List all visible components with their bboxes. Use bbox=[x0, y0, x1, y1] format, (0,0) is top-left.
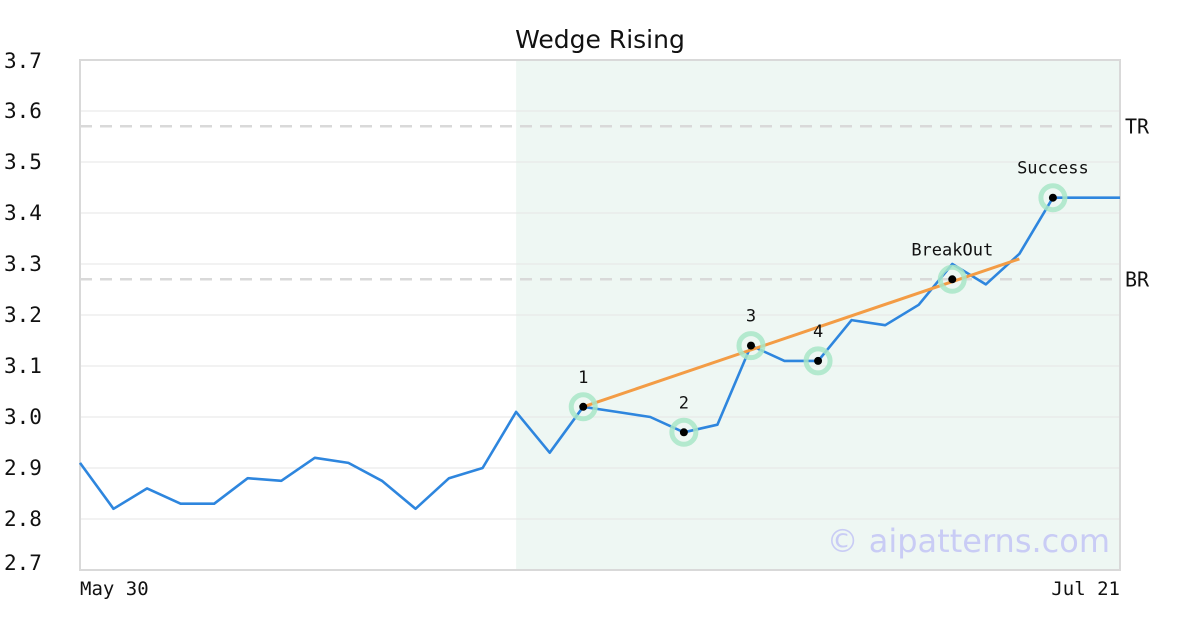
marker-2: 2 bbox=[669, 393, 699, 447]
marker-breakout: BreakOut bbox=[911, 240, 993, 294]
marker-4: 4 bbox=[803, 322, 833, 376]
marker-dot bbox=[579, 402, 588, 411]
wedge-trendline bbox=[582, 257, 1020, 409]
chart-title: Wedge Rising bbox=[515, 25, 685, 54]
y-tick-labels: 2.7 2.8 2.9 3.0 3.1 3.2 3.3 3.4 3.5 3.6 3.7 bbox=[4, 49, 42, 575]
y-tick-label: 3.3 bbox=[4, 252, 42, 276]
marker-ring bbox=[669, 417, 699, 447]
y-tick-label: 3.6 bbox=[4, 99, 42, 123]
y-tick-label: 3.1 bbox=[4, 354, 42, 378]
marker-label: 1 bbox=[578, 368, 588, 388]
marker-1: 1 bbox=[568, 368, 598, 422]
marker-dot bbox=[679, 428, 688, 437]
marker-label: 2 bbox=[679, 393, 689, 413]
marker-3: 3 bbox=[736, 307, 766, 361]
marker-label: Success bbox=[1017, 159, 1089, 179]
x-tick-label-start: May 30 bbox=[80, 578, 149, 600]
marker-label: BreakOut bbox=[911, 240, 993, 260]
marker-success: Success bbox=[1017, 159, 1089, 213]
marker-dot bbox=[814, 356, 823, 365]
marker-label: 4 bbox=[813, 322, 823, 342]
marker-ring bbox=[568, 392, 598, 422]
y-tick-label: 3.2 bbox=[4, 303, 42, 327]
marker-dot bbox=[746, 341, 755, 350]
watermark: © aipatterns.com bbox=[827, 522, 1110, 560]
marker-dot bbox=[948, 275, 957, 284]
marker-ring bbox=[736, 331, 766, 361]
y-tick-label: 2.9 bbox=[4, 456, 42, 480]
y-tick-label: 3.0 bbox=[4, 405, 42, 429]
y-tick-label: 2.7 bbox=[4, 551, 42, 575]
marker-ring bbox=[937, 264, 967, 294]
marker-dot bbox=[1048, 193, 1057, 202]
plot-frame bbox=[79, 59, 1121, 571]
level-label-tr: TR bbox=[1125, 114, 1150, 138]
marker-ring bbox=[1038, 183, 1068, 213]
y-tick-label: 3.4 bbox=[4, 201, 42, 225]
pattern-markers: 1 2 3 4 BreakOut Success bbox=[568, 159, 1089, 447]
y-tick-label: 3.7 bbox=[4, 49, 42, 73]
level-lines: TR BR bbox=[80, 114, 1150, 291]
level-label-br: BR bbox=[1125, 267, 1150, 291]
marker-ring bbox=[803, 346, 833, 376]
x-tick-label-end: Jul 21 bbox=[1051, 578, 1120, 600]
y-tick-label: 3.5 bbox=[4, 150, 42, 174]
y-tick-label: 2.8 bbox=[4, 507, 42, 531]
marker-label: 3 bbox=[746, 307, 756, 327]
